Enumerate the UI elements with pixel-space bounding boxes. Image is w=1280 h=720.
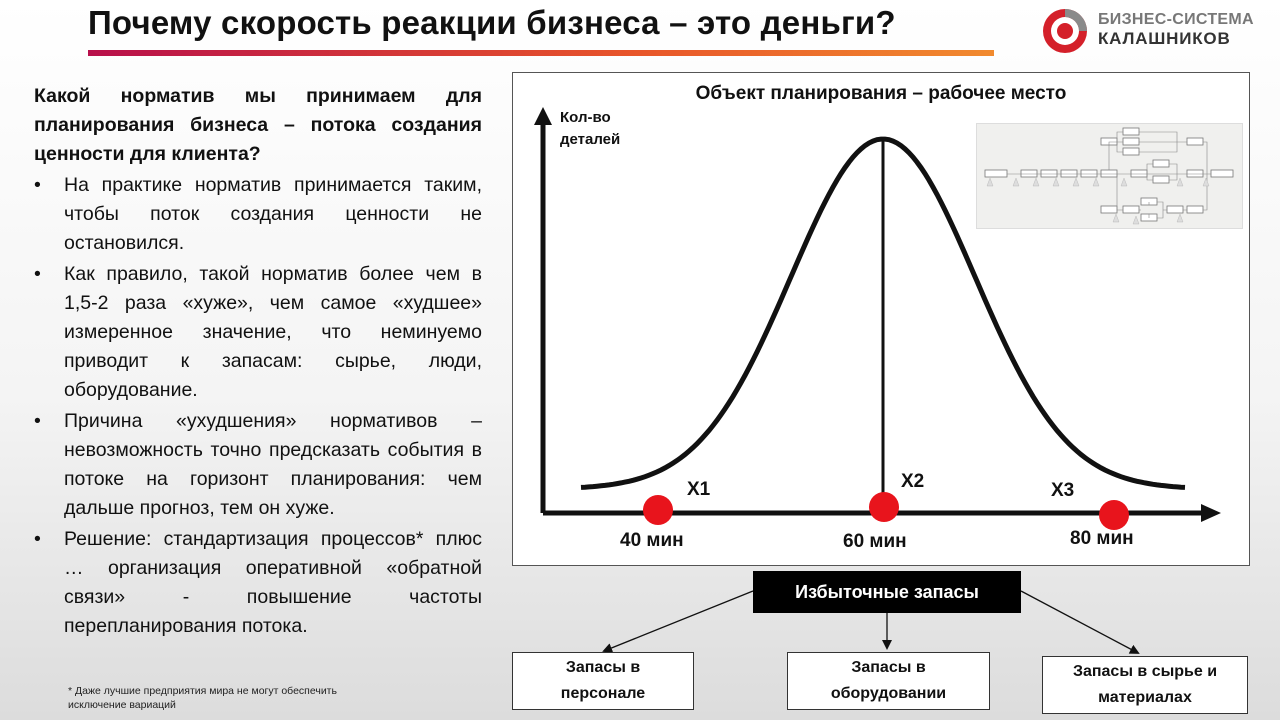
y-axis-arrow-icon xyxy=(534,107,552,125)
logo-line1: БИЗНЕС-СИСТЕМА xyxy=(1098,11,1254,28)
box-materials-line1: Запасы в сырье и xyxy=(1072,663,1218,680)
bullet-list: На практике норматив принимается таким, … xyxy=(34,171,482,641)
marker-x2 xyxy=(869,492,899,522)
bullet-item: Как правило, такой норматив более чем в … xyxy=(34,260,482,405)
tick-label-60: 60 мин xyxy=(843,531,907,552)
footnote: * Даже лучшие предприятия мира не могут … xyxy=(68,685,337,711)
point-label-x3: X3 xyxy=(1051,480,1075,501)
excess-inventory-label: Избыточные запасы xyxy=(753,571,1021,613)
marker-x3 xyxy=(1099,500,1129,530)
left-text-panel: Какой норматив мы принимаем для планиров… xyxy=(34,82,482,643)
company-logo: БИЗНЕС-СИСТЕМА КАЛАШНИКОВ xyxy=(1040,6,1270,56)
arrow-to-materials xyxy=(1020,590,1140,654)
box-materials-line2: материалах xyxy=(1098,689,1192,706)
y-axis-label-line2: деталей xyxy=(560,131,621,148)
y-axis-label-line1: Кол-во xyxy=(560,109,611,126)
box-equipment: Запасы в оборудовании xyxy=(787,652,990,710)
box-personnel-line1: Запасы в xyxy=(565,659,641,676)
page-title: Почему скорость реакции бизнеса – это де… xyxy=(88,4,896,41)
tick-label-80: 80 мин xyxy=(1070,528,1134,549)
bullet-item: На практике норматив принимается таким, … xyxy=(34,171,482,258)
value-stream-thumbnail xyxy=(976,123,1243,229)
y-axis-label: Кол-во деталей xyxy=(560,107,620,151)
distribution-chart: Объект планирования – рабочее место Кол-… xyxy=(512,72,1250,566)
box-equipment-line1: Запасы в xyxy=(851,659,926,676)
point-label-x1: X1 xyxy=(687,479,711,500)
chart-title: Объект планирования – рабочее место xyxy=(695,83,1067,104)
logo-line2: КАЛАШНИКОВ xyxy=(1098,29,1231,48)
bullet-item: Причина «ухудшения» нормативов – невозмо… xyxy=(34,407,482,523)
bullet-item: Решение: стандартизация процессов* плюс … xyxy=(34,525,482,641)
flow-diagram-image xyxy=(984,127,1234,225)
marker-x1 xyxy=(643,495,673,525)
question-heading: Какой норматив мы принимаем для планиров… xyxy=(34,85,482,165)
point-label-x2: X2 xyxy=(901,471,925,492)
box-personnel-line2: персонале xyxy=(560,685,646,702)
chart-svg xyxy=(534,107,1221,530)
box-materials: Запасы в сырье и материалах xyxy=(1042,656,1248,714)
arrow-to-personnel xyxy=(602,590,754,653)
x-axis-arrow-icon xyxy=(1201,504,1221,522)
box-equipment-line2: оборудовании xyxy=(830,685,947,702)
logo-emblem-icon xyxy=(1043,9,1087,53)
box-personnel: Запасы в персонале xyxy=(512,652,694,710)
title-underline xyxy=(88,50,994,56)
tick-label-40: 40 мин xyxy=(620,530,684,551)
